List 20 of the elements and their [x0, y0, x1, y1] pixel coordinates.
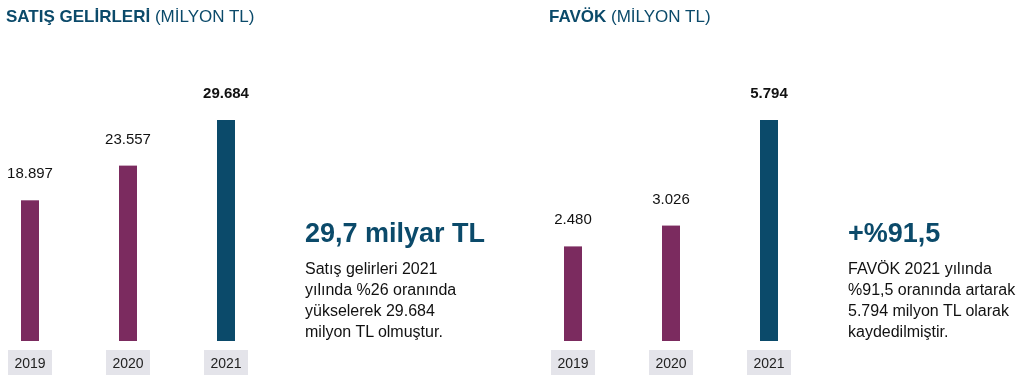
text: FAVÖK 2021 yılında %91,5 oranında artarak 5.794 milyon TL olarak kaydedilmiştir.: [848, 260, 1017, 340]
text: 29,7 milyar TL: [305, 218, 486, 248]
data-label: 29.684: [203, 84, 250, 101]
data-label: 5.794: [750, 84, 789, 101]
chart-subtitle: (MİLYON TL): [150, 7, 255, 26]
chart-subtitle: (MİLYON TL): [606, 7, 711, 26]
data-label: 2.480: [554, 210, 592, 228]
x-tick-label: 2021: [753, 355, 785, 371]
x-tick-label: 2021: [210, 355, 242, 371]
data-label: 3.026: [652, 189, 690, 207]
text: Satış gelirleri 2021 yılında %26 oranında yükselerek 29.684 milyon TL olmuştur.: [305, 260, 457, 340]
x-tick-label: 2020: [655, 355, 687, 371]
text: +%91,5: [848, 218, 941, 248]
chart-title: SATIŞ GELİRLERİ: [6, 7, 151, 26]
x-tick-label: 2019: [557, 355, 589, 371]
data-label: 18.897: [7, 164, 53, 182]
x-tick-label: 2019: [14, 355, 46, 371]
x-tick-label: 2020: [112, 355, 144, 371]
chart-title: FAVÖK: [549, 7, 608, 26]
data-label: 23.557: [105, 129, 151, 147]
